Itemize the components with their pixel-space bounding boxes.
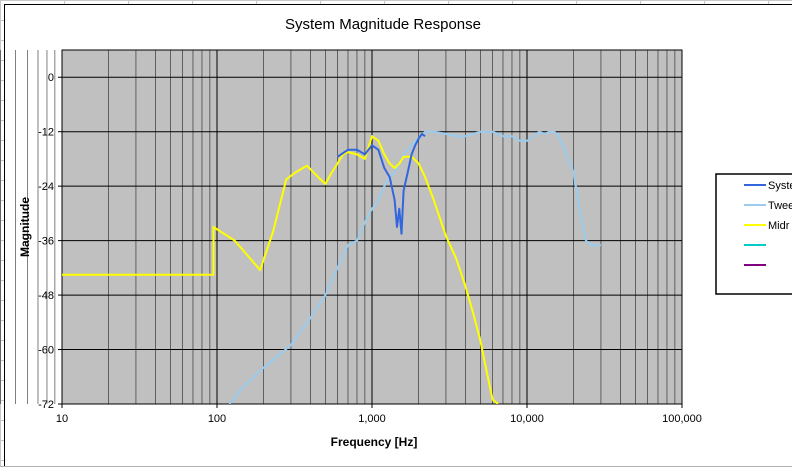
x-tick-label: 1,000: [358, 413, 386, 425]
y-tick-label: -36: [38, 236, 54, 248]
y-tick-label: -12: [38, 127, 54, 139]
x-tick-label: 10,000: [510, 413, 544, 425]
x-tick-label: 100,000: [662, 413, 702, 425]
grid-lines: [0, 50, 683, 405]
sheet-bottom-strip: [0, 466, 792, 473]
y-tick-label: -24: [38, 181, 54, 193]
x-tick-label: 100: [208, 413, 226, 425]
x-axis-ticks: 10 100 1,000 10,000 100,000: [56, 404, 702, 425]
x-axis-label: Frequency [Hz]: [331, 435, 418, 449]
legend-entry-label: Midr: [768, 220, 790, 232]
y-tick-label: -72: [38, 399, 54, 411]
series-lines: [62, 130, 601, 404]
y-axis-ticks: 0 -12 -24 -36 -48 -60 -72: [38, 72, 62, 411]
series-line-midrange: [62, 135, 499, 404]
legend-entry-label: Syste: [768, 180, 792, 192]
legend-box: [715, 173, 792, 295]
series-line-system: [337, 133, 426, 235]
series-line-tweeter: [228, 130, 601, 404]
y-tick-label: 0: [48, 72, 54, 84]
legend[interactable]: Syste Twee Midr: [715, 173, 792, 295]
y-axis-label: Magnitude: [18, 197, 32, 257]
x-tick-label: 10: [56, 413, 68, 425]
y-tick-label: -60: [38, 345, 54, 357]
legend-entry-label: Twee: [768, 200, 792, 212]
chart-title: System Magnitude Response: [285, 16, 481, 33]
y-tick-label: -48: [38, 290, 54, 302]
